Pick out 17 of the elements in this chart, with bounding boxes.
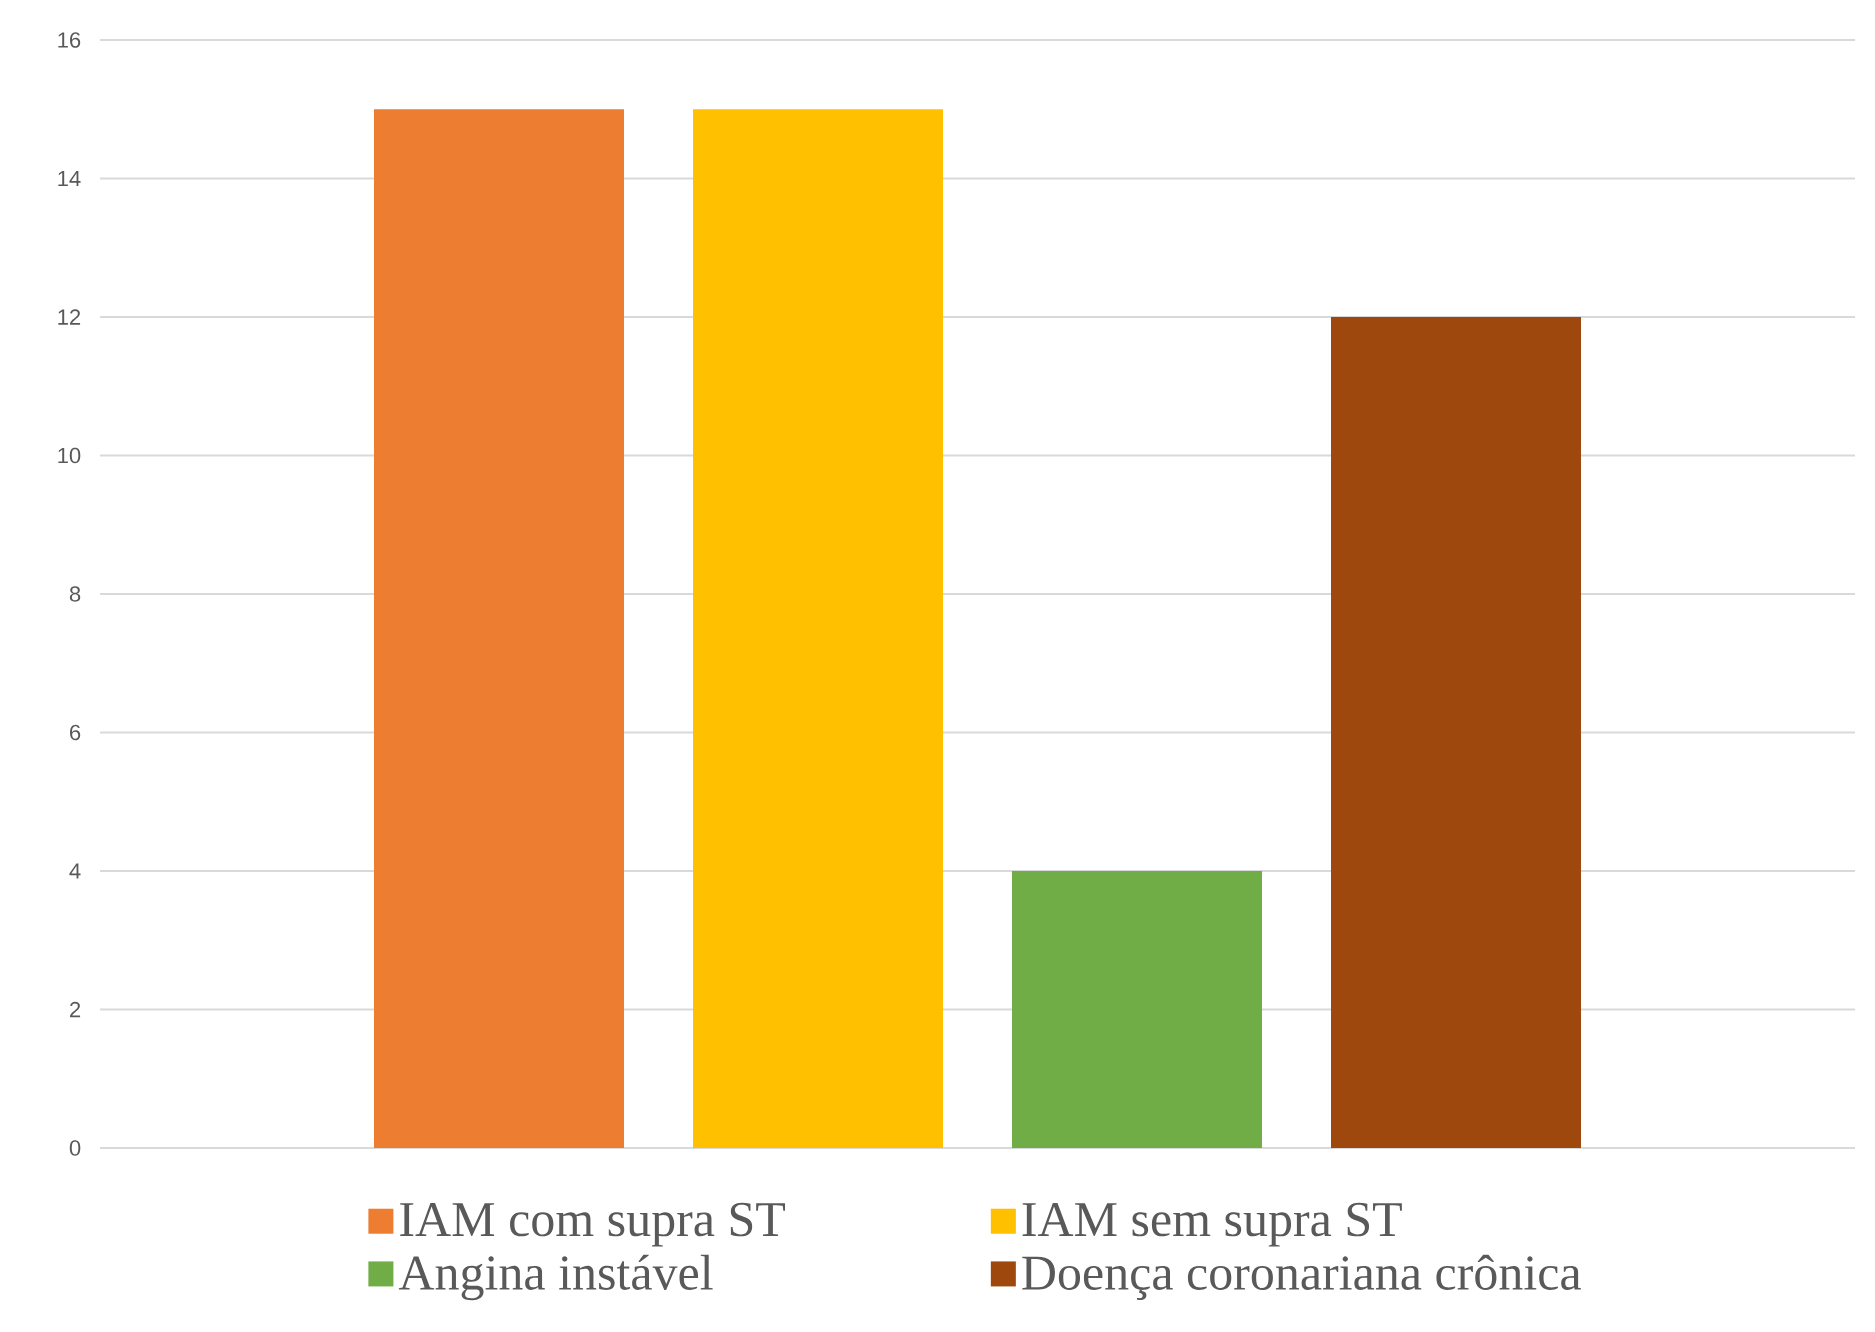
bar bbox=[1012, 870, 1262, 1148]
bar bbox=[374, 109, 624, 1148]
y-tick-label: 8 bbox=[69, 586, 81, 602]
legend-label: IAM sem supra ST bbox=[1022, 1202, 1402, 1247]
bar bbox=[1331, 316, 1581, 1148]
y-tick-label: 10 bbox=[58, 447, 81, 464]
y-tick-label: 0 bbox=[69, 1140, 81, 1156]
y-tick-label: 12 bbox=[58, 309, 81, 325]
legend-label: Doença coronariana crônica bbox=[1022, 1254, 1581, 1301]
y-tick-label: 14 bbox=[58, 170, 81, 187]
y-tick-label: 4 bbox=[69, 863, 81, 879]
legend-label: IAM com supra ST bbox=[400, 1202, 786, 1247]
bar bbox=[693, 109, 943, 1148]
legend-label: Angina instável bbox=[398, 1254, 713, 1301]
y-tick-label: 6 bbox=[70, 724, 81, 741]
y-tick-label: 2 bbox=[70, 1001, 81, 1018]
y-tick-label: 16 bbox=[58, 32, 81, 48]
